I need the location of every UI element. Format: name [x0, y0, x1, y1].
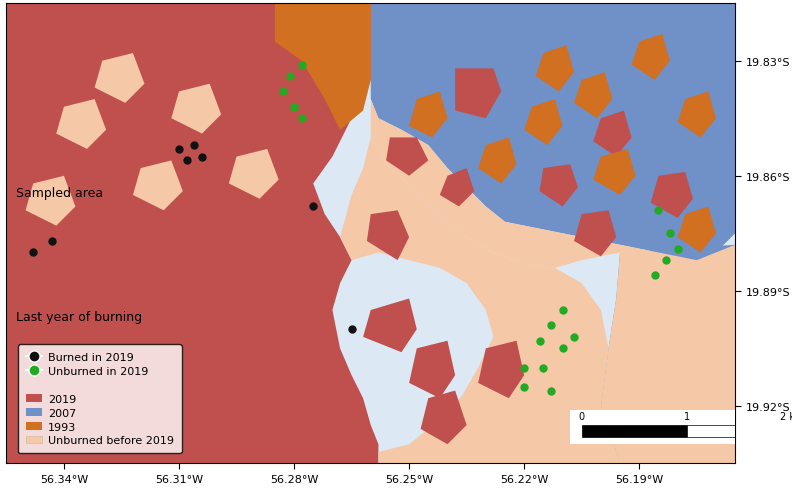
- Polygon shape: [631, 35, 670, 81]
- Polygon shape: [371, 4, 735, 261]
- Polygon shape: [386, 138, 428, 176]
- Polygon shape: [574, 211, 616, 257]
- Polygon shape: [593, 111, 631, 157]
- Polygon shape: [478, 341, 524, 398]
- Polygon shape: [678, 207, 716, 253]
- Text: 1: 1: [684, 411, 691, 421]
- Polygon shape: [367, 211, 409, 261]
- Polygon shape: [56, 100, 106, 150]
- Polygon shape: [593, 150, 635, 196]
- Text: Sampled area: Sampled area: [16, 186, 103, 200]
- Polygon shape: [275, 4, 371, 130]
- Bar: [687, 425, 792, 437]
- Polygon shape: [574, 73, 612, 119]
- Polygon shape: [171, 84, 221, 134]
- Polygon shape: [371, 100, 735, 464]
- Polygon shape: [440, 169, 474, 207]
- Polygon shape: [133, 161, 183, 211]
- Polygon shape: [340, 138, 620, 464]
- Legend: Burned in 2019, Unburned in 2019, , 2019, 2007, 1993, Unburned before 2019: Burned in 2019, Unburned in 2019, , 2019…: [17, 345, 181, 453]
- Polygon shape: [678, 92, 716, 138]
- Polygon shape: [455, 69, 501, 119]
- Polygon shape: [651, 173, 693, 219]
- Polygon shape: [421, 391, 466, 445]
- Polygon shape: [94, 54, 144, 103]
- Polygon shape: [409, 341, 455, 398]
- Polygon shape: [524, 100, 562, 146]
- Polygon shape: [535, 46, 574, 92]
- Bar: [581, 425, 687, 437]
- Polygon shape: [409, 92, 447, 138]
- Polygon shape: [363, 299, 417, 352]
- Text: 2 km: 2 km: [780, 411, 792, 421]
- Bar: [570, 410, 792, 445]
- Polygon shape: [25, 176, 75, 226]
- Polygon shape: [601, 245, 735, 464]
- Text: 0: 0: [579, 411, 584, 421]
- Polygon shape: [478, 138, 516, 184]
- Polygon shape: [229, 150, 279, 200]
- Text: Last year of burning: Last year of burning: [16, 310, 142, 324]
- Polygon shape: [539, 165, 578, 207]
- Polygon shape: [6, 4, 379, 464]
